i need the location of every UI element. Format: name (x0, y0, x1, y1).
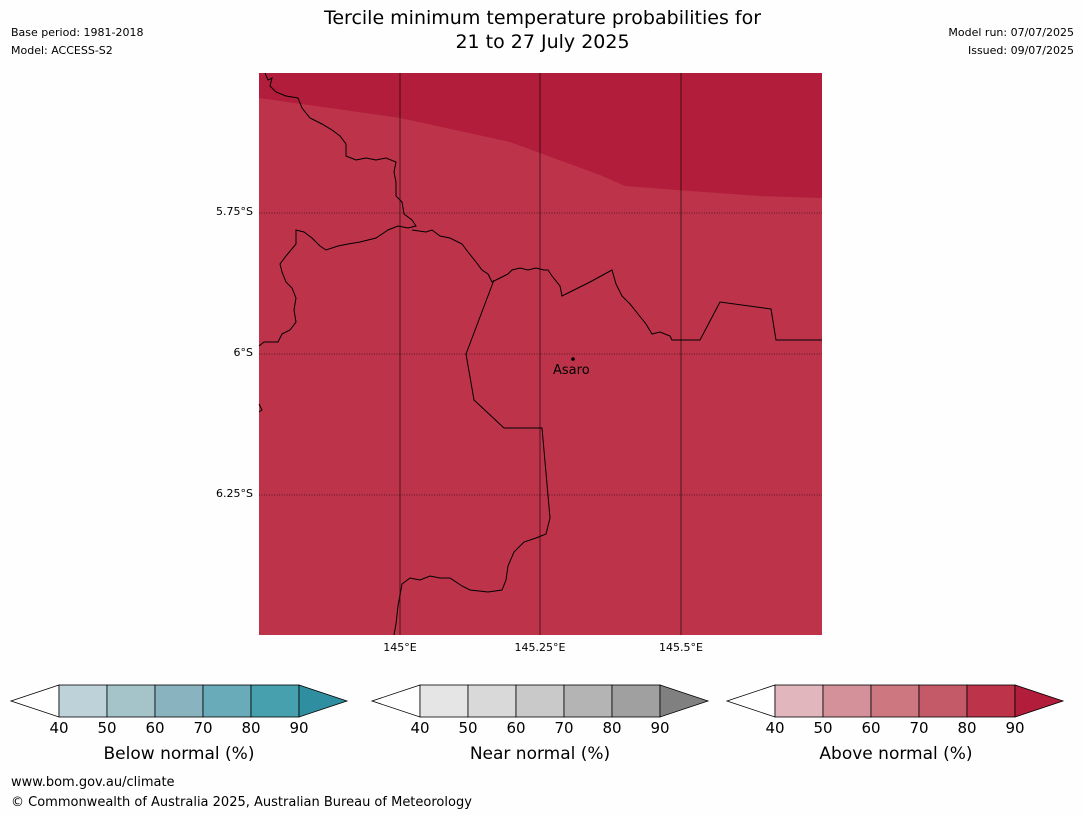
lon-label-145-5e: 145.5°E (659, 641, 703, 654)
above-bin-50-60 (822, 684, 872, 718)
lon-label-145-25e: 145.25°E (514, 641, 566, 654)
base-period-text: Base period: 1981-2018 (11, 26, 144, 39)
below-bin-80-90 (250, 684, 300, 718)
province-borders (258, 72, 822, 636)
below-bin-70-80 (202, 684, 252, 718)
border-west (258, 72, 417, 347)
above-tick-90: 90 (1005, 719, 1025, 737)
below-normal-label: Below normal (%) (103, 744, 255, 764)
colorbars (9, 684, 1065, 718)
gridlines (259, 73, 822, 635)
near-tick-90: 90 (650, 719, 670, 737)
below-under-triangle (9, 684, 60, 718)
title-line-1: Tercile minimum temperature probabilitie… (323, 7, 762, 29)
above-bin-40-50 (774, 684, 824, 718)
lat-label-6-25s: 6.25°S (216, 487, 253, 500)
below-tick-40: 40 (49, 719, 69, 737)
near-bin-80-90 (611, 684, 661, 718)
model-run-text: Model run: 07/07/2025 (948, 26, 1074, 39)
map-title: Tercile minimum temperature probabilitie… (0, 6, 1085, 54)
colorbar-above (725, 684, 1065, 718)
colorbar-below (9, 684, 349, 718)
model-text: Model: ACCESS-S2 (11, 44, 113, 57)
asaro-marker (571, 357, 575, 361)
below-tick-60: 60 (145, 719, 165, 737)
above-over-triangle (1014, 684, 1065, 718)
above-under-triangle (725, 684, 776, 718)
above-normal-label: Above normal (%) (819, 744, 973, 764)
border-central-north (411, 229, 822, 341)
lat-label-6s: 6°S (233, 346, 253, 359)
below-over-triangle (298, 684, 349, 718)
below-tick-70: 70 (193, 719, 213, 737)
lat-label-5-75s: 5.75°S (216, 205, 253, 218)
above-tick-80: 80 (957, 719, 977, 737)
below-tick-80: 80 (241, 719, 261, 737)
above-bin-70-80 (918, 684, 968, 718)
near-tick-70: 70 (554, 719, 574, 737)
above-tick-60: 60 (861, 719, 881, 737)
below-bin-40-50 (58, 684, 108, 718)
near-tick-60: 60 (506, 719, 526, 737)
probability-map (258, 72, 822, 636)
border-central (393, 279, 551, 636)
meta-right: Model run: 07/07/2025 Issued: 09/07/2025 (948, 24, 1074, 60)
near-over-triangle (659, 684, 710, 718)
border-west-edge (258, 403, 263, 413)
near-normal-label: Near normal (%) (469, 744, 611, 764)
colorbar-near (370, 684, 710, 718)
issued-text: Issued: 09/07/2025 (967, 44, 1074, 57)
near-bin-40-50 (419, 684, 469, 718)
above-bin-60-70 (870, 684, 920, 718)
meta-left: Base period: 1981-2018 Model: ACCESS-S2 (11, 24, 143, 60)
near-under-triangle (370, 684, 421, 718)
above-bin-80-90 (966, 684, 1016, 718)
near-bin-50-60 (467, 684, 517, 718)
near-tick-80: 80 (602, 719, 622, 737)
above-tick-70: 70 (909, 719, 929, 737)
place-label-asaro: Asaro (553, 363, 590, 378)
lon-label-145e: 145°E (383, 641, 417, 654)
near-tick-50: 50 (458, 719, 478, 737)
near-bin-60-70 (515, 684, 565, 718)
footer-copyright: © Commonwealth of Australia 2025, Austra… (11, 795, 472, 810)
below-bin-60-70 (154, 684, 204, 718)
near-bin-70-80 (563, 684, 613, 718)
above-tick-40: 40 (765, 719, 785, 737)
footer-url[interactable]: www.bom.gov.au/climate (11, 775, 175, 790)
below-tick-90: 90 (289, 719, 309, 737)
above-tick-50: 50 (813, 719, 833, 737)
below-bin-50-60 (106, 684, 156, 718)
title-line-2: 21 to 27 July 2025 (455, 31, 630, 53)
near-tick-40: 40 (410, 719, 430, 737)
below-tick-50: 50 (97, 719, 117, 737)
